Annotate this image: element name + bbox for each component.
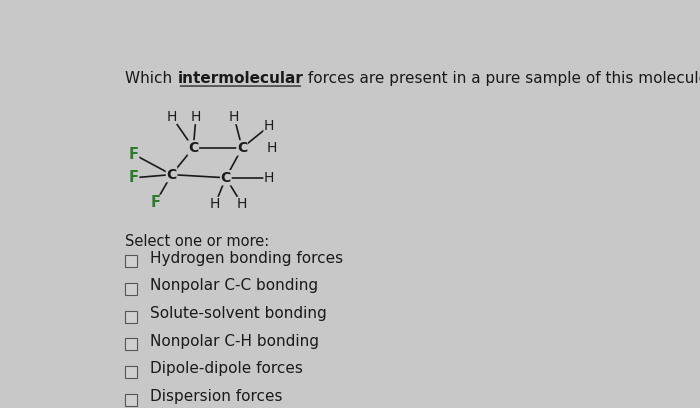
Text: Which: Which (125, 71, 178, 86)
FancyBboxPatch shape (125, 394, 137, 406)
Text: H: H (267, 141, 277, 155)
Text: Nonpolar C-H bonding: Nonpolar C-H bonding (150, 334, 319, 348)
Text: H: H (237, 197, 247, 211)
Text: C: C (237, 141, 247, 155)
Text: Hydrogen bonding forces: Hydrogen bonding forces (150, 251, 343, 266)
Text: intermolecular: intermolecular (178, 71, 303, 86)
Text: Which: Which (125, 71, 178, 86)
Text: F: F (129, 147, 139, 162)
FancyBboxPatch shape (125, 255, 137, 267)
Text: F: F (129, 170, 139, 185)
Text: H: H (210, 197, 220, 211)
FancyBboxPatch shape (125, 310, 137, 323)
Text: C: C (167, 168, 176, 182)
FancyBboxPatch shape (125, 338, 137, 350)
Text: C: C (220, 171, 231, 185)
Text: H: H (167, 109, 177, 124)
Text: forces are present in a pure sample of this molecule?: forces are present in a pure sample of t… (303, 71, 700, 86)
Text: C: C (188, 141, 198, 155)
Text: Dipole-dipole forces: Dipole-dipole forces (150, 361, 303, 376)
Text: H: H (264, 119, 274, 133)
Text: Select one or more:: Select one or more: (125, 234, 270, 249)
Text: H: H (191, 109, 201, 124)
Text: Dispersion forces: Dispersion forces (150, 389, 282, 404)
Text: H: H (229, 109, 239, 124)
Text: F: F (150, 195, 160, 211)
Text: Nonpolar C-C bonding: Nonpolar C-C bonding (150, 278, 318, 293)
FancyBboxPatch shape (125, 366, 137, 378)
FancyBboxPatch shape (125, 283, 137, 295)
Text: Solute-solvent bonding: Solute-solvent bonding (150, 306, 327, 321)
Text: H: H (264, 171, 274, 185)
